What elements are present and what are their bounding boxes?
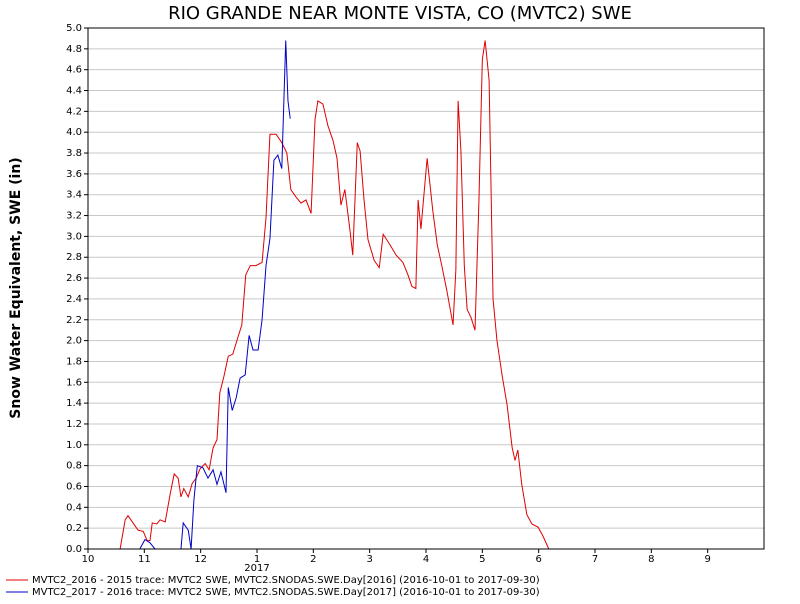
y-tick-label: 4.2 [66, 106, 82, 117]
y-tick-label: 4.0 [66, 127, 82, 138]
legend-label: MVTC2_2016 - 2015 trace: MVTC2 SWE, MVTC… [32, 575, 540, 586]
y-tick-label: 5.0 [66, 23, 82, 34]
y-tick-label: 2.4 [66, 294, 82, 305]
y-tick-label: 3.8 [66, 148, 82, 159]
x-tick-label: 2 [310, 554, 316, 565]
x-tick-label: 1 [254, 554, 260, 565]
y-tick-label: 1.6 [66, 377, 82, 388]
chart-title: RIO GRANDE NEAR MONTE VISTA, CO (MVTC2) … [168, 3, 632, 24]
x-tick-label: 5 [479, 554, 485, 565]
x-tick-label: 3 [366, 554, 372, 565]
x-tick-label: 4 [423, 554, 429, 565]
y-tick-label: 1.0 [66, 440, 82, 451]
y-tick-label: 0.0 [66, 544, 82, 555]
x-tick-label: 9 [704, 554, 710, 565]
y-tick-label: 1.2 [66, 419, 82, 430]
y-tick-label: 3.0 [66, 231, 82, 242]
y-tick-label: 1.4 [66, 398, 82, 409]
y-tick-label: 2.8 [66, 252, 82, 263]
y-tick-label: 1.8 [66, 356, 82, 367]
y-tick-label: 3.6 [66, 169, 82, 180]
x-tick-label: 10 [82, 554, 95, 565]
y-tick-label: 2.6 [66, 273, 82, 284]
y-tick-label: 4.8 [66, 44, 82, 55]
y-tick-label: 0.4 [66, 502, 82, 513]
y-tick-label: 0.8 [66, 461, 82, 472]
ticks: 0.0 0.2 0.4 0.6 0.8 1.0 1.2 1.4 1.6 1.8 2.0 2.2 2.4 2… [66, 23, 711, 574]
grid [88, 27, 764, 550]
x-tick-label: 8 [648, 554, 654, 565]
legend: MVTC2_2016 - 2015 trace: MVTC2 SWE, MVTC… [6, 575, 540, 598]
y-tick-label: 2.0 [66, 336, 82, 347]
lines [119, 40, 550, 550]
y-tick-label: 4.6 [66, 65, 82, 76]
x-tick-label: 7 [592, 554, 598, 565]
x-tick-label: 11 [138, 554, 151, 565]
series-line [139, 40, 291, 550]
x-tick-label: 12 [194, 554, 207, 565]
y-axis-label: Snow Water Equivalent, SWE (in) [8, 157, 24, 418]
legend-label: MVTC2_2017 - 2016 trace: MVTC2 SWE, MVTC… [32, 587, 540, 598]
y-tick-label: 0.2 [66, 523, 82, 534]
y-tick-label: 3.4 [66, 190, 82, 201]
x-tick-label: 6 [535, 554, 541, 565]
y-tick-label: 4.4 [66, 86, 82, 97]
x-annotation: 2017 [244, 563, 269, 574]
series-line [119, 40, 550, 550]
y-tick-label: 2.2 [66, 315, 82, 326]
y-tick-label: 3.2 [66, 211, 82, 222]
y-tick-label: 0.6 [66, 481, 82, 492]
